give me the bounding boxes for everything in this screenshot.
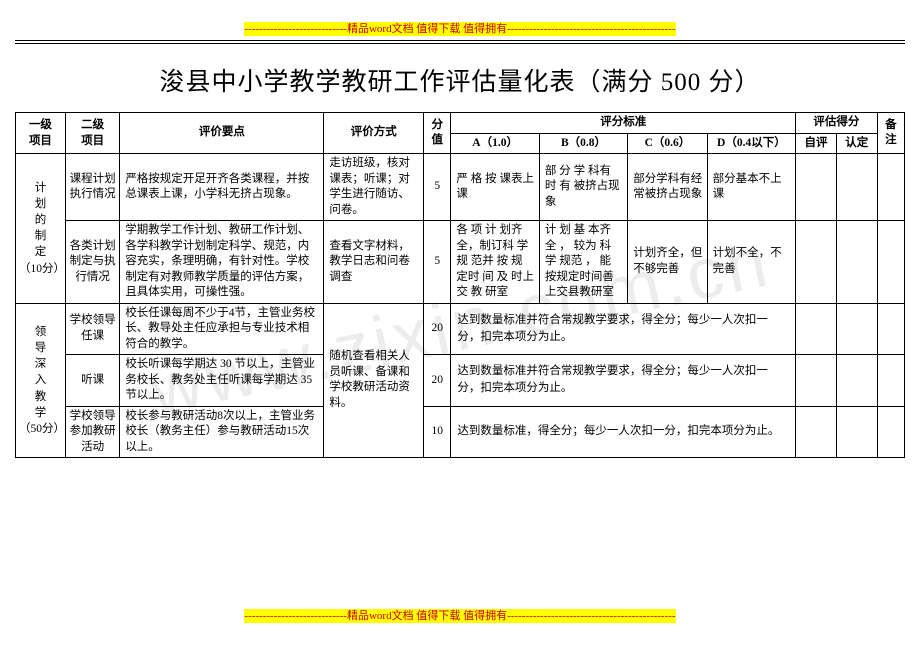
- th-c: C（0.6）: [628, 133, 707, 154]
- header-rule: [15, 40, 905, 44]
- page-title: 浚县中小学教学教研工作评估量化表（满分 500 分）: [15, 62, 905, 98]
- cell-points: 严格按规定开足开齐各类课程，并按总课表上课，小学科无挤占现象。: [120, 154, 324, 221]
- cell-b: 计 划 基 本齐 全 ， 较为 科 学 规范 ， 能 按规定时间善上交县教研室: [539, 221, 627, 304]
- cell-c: 部分学科有经常被挤占现象: [628, 154, 707, 221]
- cell-confirm: [836, 221, 877, 304]
- th-confirm: 认定: [836, 133, 877, 154]
- cell-points: 校长听课每学期达 30 节以上，主管业务校长、教务处主任听课每学期达 35 节以…: [120, 355, 324, 407]
- page-content: ----------------------------精品word文档 值得下…: [0, 0, 920, 458]
- cell-points: 学期教学工作计划、教研工作计划、各学科教学计划制定科学、规范，内容充实，条理明确…: [120, 221, 324, 304]
- cell-points: 校长任课每周不少于4节，主管业务校长、教导处主任应承担与专业技术相符合的教学。: [120, 303, 324, 355]
- th-level1: 一级 项目: [16, 113, 66, 154]
- cell-method: 查看文字材料，教学日志和问卷调查: [324, 221, 424, 304]
- cell-note: [877, 303, 904, 355]
- header-row-1: 一级 项目 二级 项目 评价要点 评价方式 分 值 评分标准 评估得分 备 注: [16, 113, 905, 134]
- th-method: 评价方式: [324, 113, 424, 154]
- cell-l2: 学校领导任课: [65, 303, 119, 355]
- th-b: B（0.8）: [539, 133, 627, 154]
- table-row: 听课 校长听课每学期达 30 节以上，主管业务校长、教务处主任听课每学期达 35…: [16, 355, 905, 407]
- cell-l2: 各类计划制定与执行情况: [65, 221, 119, 304]
- cell-score: 5: [424, 154, 451, 221]
- th-result: 评估得分: [796, 113, 878, 134]
- cell-l2: 课程计划执行情况: [65, 154, 119, 221]
- cell-self: [796, 221, 837, 304]
- bottom-banner: ----------------------------精品word文档 值得下…: [0, 607, 920, 623]
- th-criteria: 评分标准: [451, 113, 796, 134]
- cell-b: 部 分 学 科有 时 有 被挤占现象: [539, 154, 627, 221]
- cell-l1: 计 划 的 制 定 （10分）: [16, 154, 66, 304]
- cell-note: [877, 406, 904, 458]
- top-banner: ----------------------------精品word文档 值得下…: [15, 20, 905, 36]
- cell-method: 随机查看相关人员听课、备课和学校教研活动资料。: [324, 303, 424, 458]
- top-banner-text: ----------------------------精品word文档 值得下…: [244, 22, 675, 36]
- th-points: 评价要点: [120, 113, 324, 154]
- cell-a: 严 格 按 课表上课: [451, 154, 539, 221]
- cell-note: [877, 154, 904, 221]
- th-level2: 二级 项目: [65, 113, 119, 154]
- table-row: 领 导 深 入 教 学 （50分） 学校领导任课 校长任课每周不少于4节，主管业…: [16, 303, 905, 355]
- cell-method: 走访班级，核对课表；听课；对学生进行随访、问卷。: [324, 154, 424, 221]
- table-row: 计 划 的 制 定 （10分） 课程计划执行情况 严格按规定开足开齐各类课程，并…: [16, 154, 905, 221]
- cell-score: 10: [424, 406, 451, 458]
- cell-criteria-merged: 达到数量标准并符合常规教学要求，得全分；每少一人次扣一分，扣完本项分为止。: [451, 303, 796, 355]
- cell-score: 20: [424, 303, 451, 355]
- cell-note: [877, 355, 904, 407]
- th-score: 分 值: [424, 113, 451, 154]
- cell-self: [796, 303, 837, 355]
- cell-self: [796, 154, 837, 221]
- table-row: 各类计划制定与执行情况 学期教学工作计划、教研工作计划、各学科教学计划制定科学、…: [16, 221, 905, 304]
- cell-c: 计划齐全，但不够完善: [628, 221, 707, 304]
- cell-confirm: [836, 406, 877, 458]
- cell-criteria-merged: 达到数量标准并符合常规教学要求，得全分；每少一人次扣一分，扣完本项分为止。: [451, 355, 796, 407]
- cell-a: 各 项 计 划齐全，制订科 学 规 范并 按 规 定时 间 及 时上 交 教 研…: [451, 221, 539, 304]
- cell-self: [796, 355, 837, 407]
- cell-l2: 学校领导参加教研活动: [65, 406, 119, 458]
- th-d: D（0.4以下）: [707, 133, 795, 154]
- cell-confirm: [836, 154, 877, 221]
- evaluation-table: 一级 项目 二级 项目 评价要点 评价方式 分 值 评分标准 评估得分 备 注 …: [15, 112, 905, 458]
- cell-confirm: [836, 303, 877, 355]
- cell-d: 部分基本不上课: [707, 154, 795, 221]
- th-note: 备 注: [877, 113, 904, 154]
- cell-confirm: [836, 355, 877, 407]
- cell-d: 计划不全，不完善: [707, 221, 795, 304]
- cell-l1: 领 导 深 入 教 学 （50分）: [16, 303, 66, 458]
- cell-score: 5: [424, 221, 451, 304]
- cell-self: [796, 406, 837, 458]
- th-a: A（1.0）: [451, 133, 539, 154]
- cell-criteria-merged: 达到数量标准，得全分；每少一人次扣一分，扣完本项分为止。: [451, 406, 796, 458]
- table-row: 学校领导参加教研活动 校长参与教研活动8次以上，主管业务校长（教务主任）参与教研…: [16, 406, 905, 458]
- cell-score: 20: [424, 355, 451, 407]
- th-self: 自评: [796, 133, 837, 154]
- bottom-banner-text: ----------------------------精品word文档 值得下…: [244, 609, 675, 623]
- cell-l2: 听课: [65, 355, 119, 407]
- cell-note: [877, 221, 904, 304]
- cell-points: 校长参与教研活动8次以上，主管业务校长（教务主任）参与教研活动15次以上。: [120, 406, 324, 458]
